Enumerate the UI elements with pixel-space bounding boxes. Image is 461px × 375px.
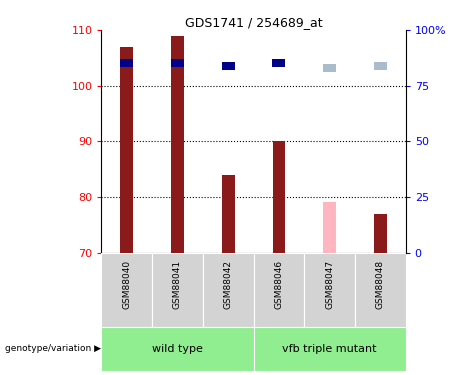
Text: GSM88041: GSM88041: [173, 260, 182, 309]
Text: GSM88048: GSM88048: [376, 260, 385, 309]
Bar: [374, 214, 387, 252]
Text: GSM88047: GSM88047: [325, 260, 334, 309]
Bar: [323, 202, 336, 252]
Bar: [171, 36, 184, 252]
Bar: [171, 60, 184, 67]
Bar: [254, 252, 304, 327]
Bar: [323, 64, 336, 72]
Bar: [203, 252, 254, 327]
Bar: [304, 252, 355, 327]
Text: wild type: wild type: [152, 344, 203, 354]
Text: GSM88040: GSM88040: [122, 260, 131, 309]
Bar: [101, 252, 152, 327]
Bar: [374, 62, 387, 69]
Bar: [120, 47, 133, 252]
Bar: [222, 175, 235, 252]
Bar: [101, 327, 254, 371]
Bar: [272, 60, 285, 67]
Bar: [222, 62, 235, 69]
Text: GSM88042: GSM88042: [224, 260, 233, 309]
Bar: [152, 252, 203, 327]
Text: genotype/variation ▶: genotype/variation ▶: [5, 345, 100, 354]
Bar: [120, 60, 133, 67]
Bar: [272, 141, 285, 252]
Bar: [254, 327, 406, 371]
Text: vfb triple mutant: vfb triple mutant: [283, 344, 377, 354]
Text: GSM88046: GSM88046: [274, 260, 284, 309]
Title: GDS1741 / 254689_at: GDS1741 / 254689_at: [185, 16, 322, 29]
Bar: [355, 252, 406, 327]
